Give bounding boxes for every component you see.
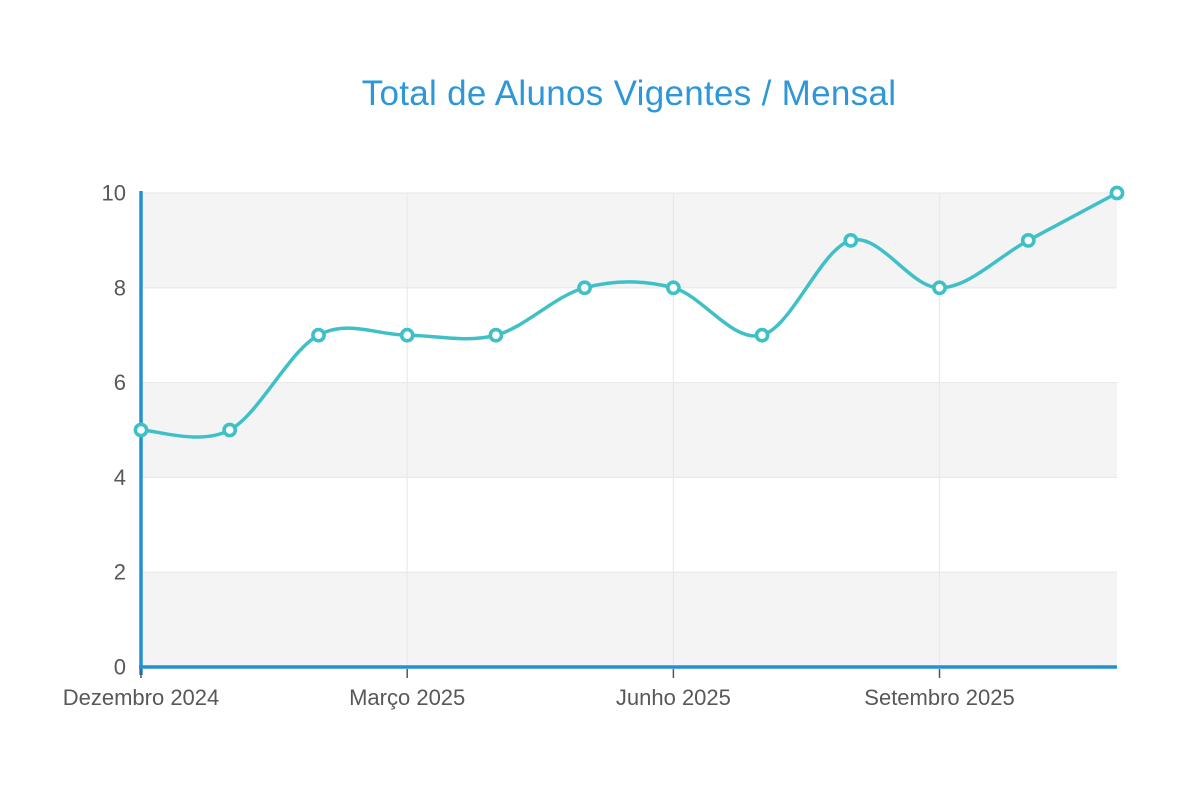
data-point-marker[interactable] — [311, 327, 326, 343]
data-point-marker[interactable] — [222, 422, 238, 438]
plot-band — [141, 382, 1117, 478]
data-point-marker[interactable] — [488, 327, 504, 343]
plot-band — [141, 572, 1117, 667]
data-point-marker[interactable] — [754, 327, 770, 343]
y-tick-label: 6 — [114, 370, 126, 395]
data-point-marker[interactable] — [1020, 232, 1036, 248]
y-tick-label: 10 — [102, 181, 126, 206]
series-line — [139, 191, 1119, 439]
data-point-marker[interactable] — [133, 422, 149, 438]
data-point-marker[interactable] — [577, 280, 592, 296]
data-point-marker[interactable] — [932, 280, 947, 296]
data-point-marker[interactable] — [399, 327, 415, 343]
data-point-marker[interactable] — [1109, 185, 1125, 201]
x-tick-label: Junho 2025 — [616, 685, 731, 710]
y-tick-label: 0 — [114, 655, 126, 680]
data-point-marker[interactable] — [843, 232, 859, 248]
x-tick-label: Setembro 2025 — [864, 685, 1014, 710]
chart-title: Total de Alunos Vigentes / Mensal — [361, 74, 897, 113]
data-point-marker[interactable] — [666, 280, 681, 296]
x-tick-label: Março 2025 — [349, 685, 465, 710]
y-tick-label: 4 — [114, 465, 126, 490]
y-tick-label: 2 — [114, 560, 126, 585]
x-tick-label: Dezembro 2024 — [63, 685, 220, 710]
plot-band — [141, 193, 1117, 288]
y-tick-label: 8 — [114, 275, 126, 300]
